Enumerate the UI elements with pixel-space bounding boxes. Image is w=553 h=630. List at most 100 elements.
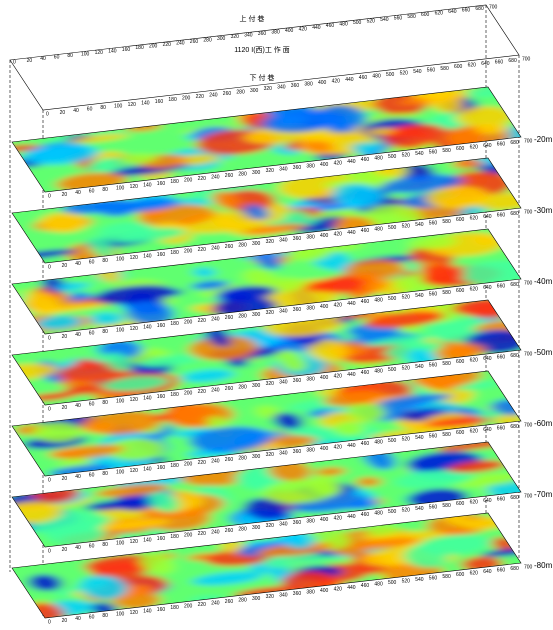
tick-label: 40: [73, 108, 79, 114]
heatmap-blob: [273, 412, 303, 430]
tick-label: 240: [211, 245, 220, 251]
tick-label: 280: [203, 37, 212, 43]
tick-label: 460: [361, 370, 370, 376]
tick-label: 220: [198, 460, 207, 466]
tick-label: 140: [143, 253, 152, 259]
tick-label: 200: [184, 178, 193, 184]
tick-label: 600: [456, 430, 465, 436]
slice: [12, 442, 521, 547]
tick-label: 680: [510, 353, 519, 359]
tick-label: 140: [143, 608, 152, 614]
tick-label: 240: [211, 316, 220, 322]
tick-label: 640: [483, 214, 492, 220]
tick-label: 700: [524, 422, 533, 428]
tick-label: 60: [89, 402, 95, 408]
heatmap-blob: [394, 469, 475, 489]
heatmap-blob: [217, 285, 276, 301]
heatmap-blob: [377, 393, 452, 406]
tick-label: 20: [27, 58, 33, 64]
tick-label: 580: [407, 14, 416, 20]
heatmap-blob: [282, 210, 311, 221]
tick-label: 20: [62, 192, 68, 198]
tick-label: 660: [497, 141, 506, 147]
tick-label: 380: [306, 163, 315, 169]
heatmap-blob: [105, 438, 166, 461]
heatmap-blob: [64, 383, 109, 395]
tick-label: 20: [62, 618, 68, 624]
tick-label: 60: [87, 107, 93, 113]
tick-label: 180: [170, 534, 179, 540]
tick-label: 400: [320, 517, 329, 523]
tick-label: 340: [279, 380, 288, 386]
depth-label: -50m: [534, 348, 553, 357]
tick-label: 460: [361, 299, 370, 305]
heatmap-blob: [323, 175, 399, 188]
tick-label: 200: [184, 533, 193, 539]
tick-label: 340: [244, 33, 253, 39]
tick-label: 220: [198, 602, 207, 608]
tick-label: 460: [361, 228, 370, 234]
heatmap-blob: [344, 259, 406, 280]
heatmap-blob: [212, 190, 240, 209]
tick-label: 500: [388, 154, 397, 160]
heatmap-blob: [356, 476, 381, 487]
tick-label: 460: [361, 157, 370, 163]
tick-label: 700: [524, 280, 533, 286]
tick-label: 340: [279, 451, 288, 457]
depth-label: -60m: [534, 419, 553, 428]
slice-outline: [11, 157, 522, 264]
tick-label: 620: [470, 216, 479, 222]
tick-label: 120: [128, 102, 137, 108]
tick-label: 560: [429, 504, 438, 510]
tick-label: 700: [524, 209, 533, 215]
tick-label: 0: [48, 548, 51, 554]
heatmap-blob: [148, 491, 180, 513]
tick-label: 600: [456, 146, 465, 152]
heatmap-blob: [24, 291, 61, 315]
tick-label: 240: [211, 458, 220, 464]
tick-label: 620: [468, 63, 477, 69]
heatmap-blob: [475, 192, 521, 211]
heatmap-blob: [244, 497, 289, 521]
heatmap-blob: [451, 381, 500, 391]
tick-label: 180: [170, 392, 179, 398]
tick-label: 560: [429, 575, 438, 581]
tick-label: 680: [510, 495, 519, 501]
tick-label: 600: [456, 501, 465, 507]
tick-label: 640: [483, 427, 492, 433]
tick-label: 400: [320, 162, 329, 168]
tick-label: 420: [334, 444, 343, 450]
tick-label: 600: [456, 359, 465, 365]
tick-label: 300: [252, 241, 261, 247]
tick-label: 120: [130, 539, 139, 545]
tick-label: 520: [402, 365, 411, 371]
tick-label: 280: [238, 597, 247, 603]
heatmap-blob: [355, 273, 385, 292]
tick-label: 480: [374, 227, 383, 233]
heatmap-blob: [189, 426, 272, 453]
heatmap-blob: [98, 222, 156, 243]
tick-label: 340: [279, 593, 288, 599]
tick-label: 40: [40, 56, 46, 62]
tick-label: 440: [345, 77, 354, 83]
heatmap-blob: [28, 574, 62, 592]
tick-label: 400: [320, 588, 329, 594]
tick-label: 540: [415, 293, 424, 299]
tick-label: 140: [141, 100, 150, 106]
heatmap: [12, 513, 521, 618]
tick-label: 220: [198, 531, 207, 537]
tick-label: 660: [462, 7, 471, 13]
tick-label: 340: [279, 238, 288, 244]
tick-label: 440: [347, 159, 356, 165]
tick-label: 340: [277, 85, 286, 91]
tick-label: 420: [299, 26, 308, 32]
tick-label: 40: [75, 403, 81, 409]
heatmap-blob: [332, 421, 365, 436]
tick-label: 400: [320, 446, 329, 452]
tick-label: 160: [157, 536, 166, 542]
tick-label: 60: [89, 260, 95, 266]
tick-label: 240: [209, 92, 218, 98]
tick-label: 40: [75, 190, 81, 196]
tick-label: 680: [510, 566, 519, 572]
heatmap-blob: [191, 304, 213, 312]
